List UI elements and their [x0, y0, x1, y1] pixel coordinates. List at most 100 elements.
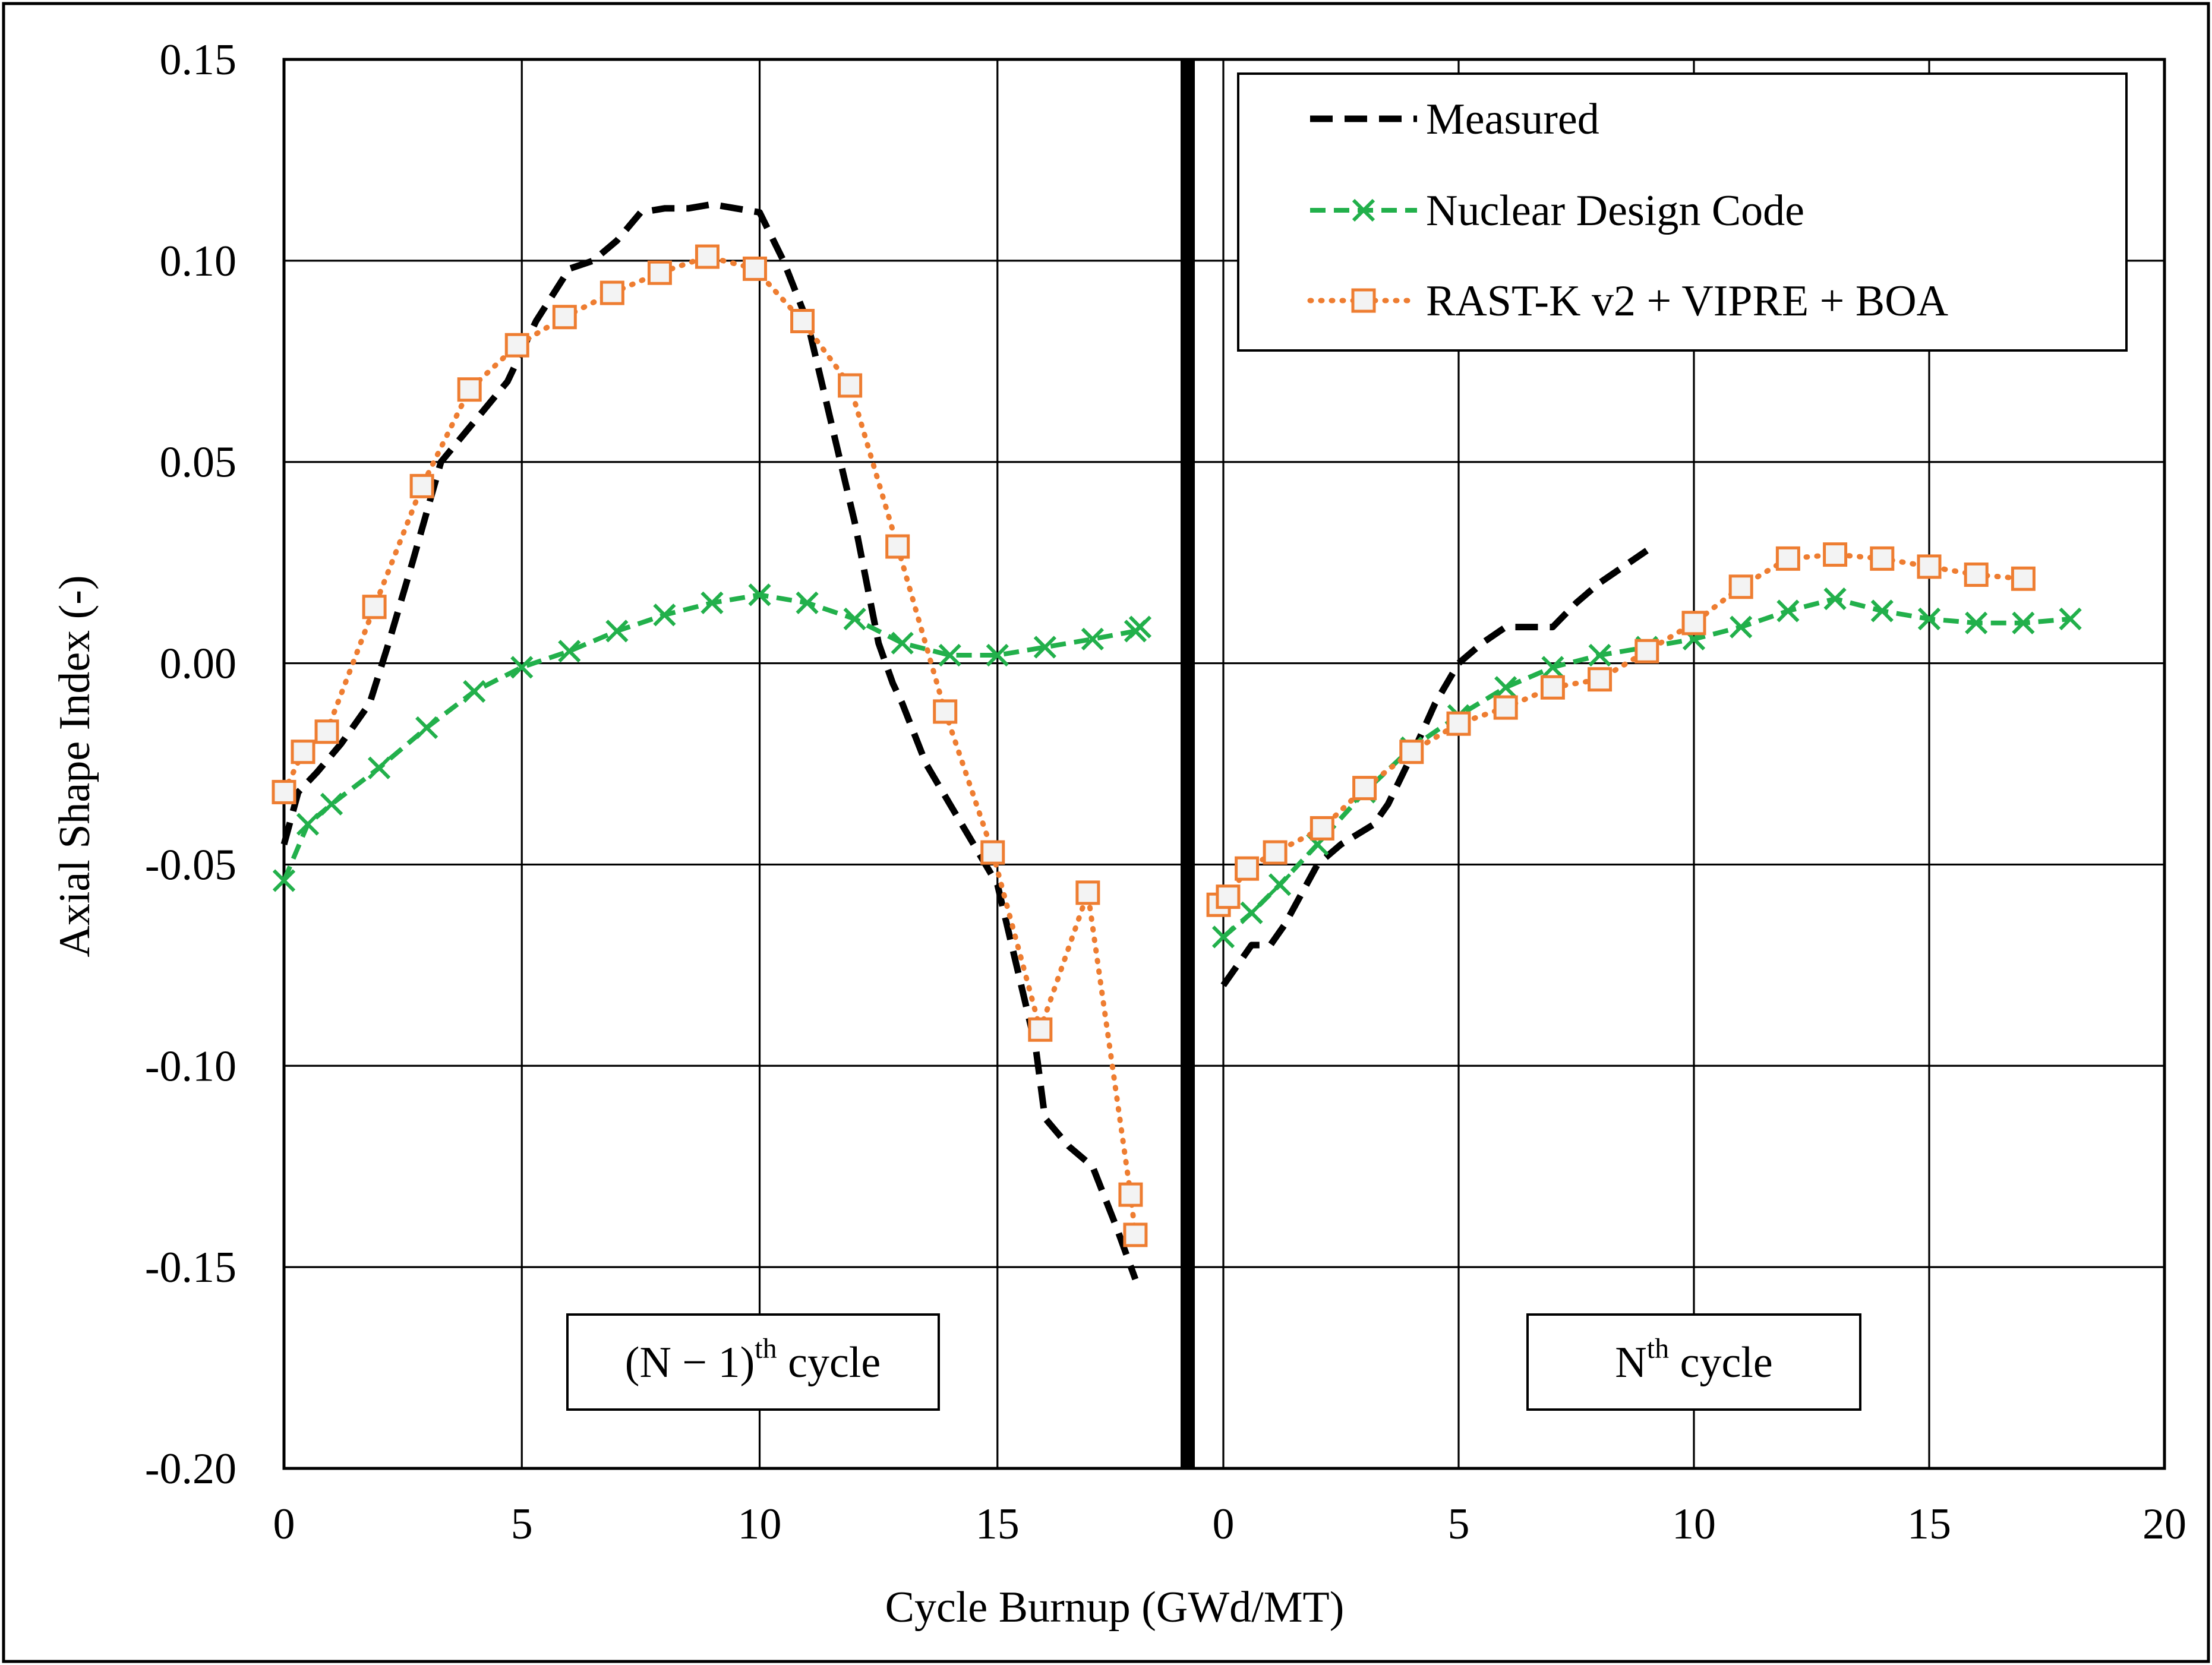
- point-marker-square: [647, 260, 672, 285]
- point-marker-x: [463, 680, 486, 703]
- series-line-nuclear-design-code: [282, 592, 1142, 882]
- x-tick-label: 0: [1213, 1500, 1235, 1549]
- point-marker-square: [272, 779, 296, 804]
- point-marker-x: [653, 604, 676, 627]
- point-marker-x: [700, 591, 724, 615]
- point-marker-square: [1123, 1222, 1148, 1247]
- plot-area: [282, 58, 2166, 1470]
- x-tick-label: 20: [2142, 1500, 2186, 1549]
- point-marker-square: [599, 280, 624, 305]
- x-tick-label: 10: [738, 1500, 782, 1549]
- svg-text:(N − 1)th cycle: (N − 1)th cycle: [625, 1333, 881, 1387]
- point-marker-square: [1588, 667, 1613, 692]
- series-line-rast-k-v2-vipre-boa: [1216, 552, 2026, 908]
- point-marker-square: [1235, 856, 1260, 881]
- legend-label: Measured: [1426, 95, 1599, 144]
- point-marker-x: [272, 869, 296, 892]
- point-marker-square: [362, 595, 387, 620]
- x-tick-label: 15: [1907, 1500, 1951, 1549]
- point-marker-x: [2059, 607, 2082, 631]
- y-tick-label: -0.10: [145, 1042, 236, 1091]
- point-marker-x: [986, 643, 1009, 667]
- panel-label-right-sup: th: [1647, 1333, 1669, 1364]
- point-marker-square: [695, 244, 720, 269]
- point-marker-square: [1028, 1017, 1053, 1042]
- point-marker-x: [938, 643, 961, 667]
- point-marker-x: [558, 640, 581, 663]
- panel-label-right-box: [1526, 1313, 1861, 1411]
- point-marker-x: [367, 756, 391, 779]
- point-marker-x: [843, 607, 866, 631]
- point-marker-square: [885, 534, 910, 559]
- point-marker-square: [838, 373, 863, 398]
- y-tick-label: -0.20: [145, 1445, 236, 1493]
- point-marker-x: [296, 813, 320, 836]
- y-tick-labels: 0.15 0.10 0.05 0.00 -0.05 -0.10 -0.15 -0.20: [145, 36, 236, 1493]
- point-marker-square: [457, 377, 482, 402]
- point-marker-x: [1588, 643, 1611, 667]
- y-tick-label: 0.10: [160, 237, 237, 286]
- point-marker-x: [748, 583, 771, 606]
- panel-label-left-sup: th: [755, 1333, 777, 1364]
- point-marker-square: [1263, 840, 1288, 865]
- point-marker-x: [1730, 615, 1753, 639]
- panel-label-right: Nth cycle: [1526, 1313, 1861, 1411]
- point-marker-square: [1681, 611, 1706, 636]
- point-marker-square: [1446, 711, 1471, 736]
- point-marker-x: [2012, 611, 2035, 634]
- panel-label-right-main: N: [1615, 1338, 1646, 1387]
- point-marker-x: [1917, 607, 1941, 631]
- point-marker-square: [743, 256, 768, 281]
- point-marker-x: [891, 631, 914, 655]
- point-marker-x: [320, 792, 343, 816]
- legend-marker: [1351, 288, 1376, 313]
- x-tick-label: 10: [1672, 1500, 1716, 1549]
- point-marker-square: [552, 305, 577, 330]
- panel-label-left-main: (N − 1): [625, 1338, 755, 1387]
- panel-label-right-suffix: cycle: [1669, 1338, 1773, 1387]
- panel-label-left-suffix: cycle: [777, 1338, 881, 1387]
- series-layer: [272, 201, 2082, 1281]
- point-marker-x: [1211, 925, 1235, 949]
- point-marker-square: [1917, 554, 1942, 579]
- y-axis-title: Axial Shape Index (-): [51, 575, 99, 957]
- point-marker-square: [2011, 566, 2036, 591]
- series-line-measured: [1220, 548, 1649, 987]
- y-tick-label: 0.15: [160, 36, 237, 84]
- point-marker-x: [1081, 627, 1105, 651]
- legend: Measured Nuclear Design Code RAST-K v2 + V…: [1237, 72, 2128, 352]
- x-tick-label: 0: [273, 1500, 295, 1549]
- x-tick-labels: 0 5 10 15 0 5 10 15 20: [273, 1500, 2187, 1549]
- point-marker-x: [605, 620, 629, 643]
- point-marker-square: [1823, 542, 1848, 567]
- point-marker-square: [1964, 562, 1989, 587]
- point-marker-x: [415, 716, 438, 740]
- point-marker-square: [1216, 884, 1241, 909]
- point-marker-square: [1634, 639, 1659, 664]
- point-marker-square: [1870, 546, 1895, 571]
- point-marker-square: [409, 473, 434, 498]
- point-marker-x: [1240, 901, 1263, 924]
- point-marker-square: [1399, 740, 1424, 764]
- point-marker-x: [1494, 676, 1517, 699]
- point-marker-square: [1540, 675, 1565, 700]
- point-marker-x: [1541, 656, 1564, 679]
- point-marker-x: [510, 656, 534, 679]
- point-marker-x: [796, 591, 819, 615]
- y-tick-label: 0.05: [160, 438, 237, 487]
- point-marker-square: [1775, 546, 1800, 571]
- point-marker-x: [1776, 599, 1800, 623]
- legend-label: Nuclear Design Code: [1426, 187, 1804, 235]
- point-marker-x: [1033, 636, 1056, 659]
- point-marker-x: [1965, 611, 1988, 634]
- y-tick-label: -0.05: [145, 841, 236, 889]
- x-tick-label: 15: [976, 1500, 1020, 1549]
- series-line-measured: [280, 201, 1139, 1281]
- point-marker-square: [1493, 695, 1518, 720]
- legend-marker: [1352, 198, 1375, 222]
- point-marker-square: [314, 719, 339, 744]
- point-marker-square: [504, 333, 529, 358]
- point-marker-square: [933, 699, 958, 724]
